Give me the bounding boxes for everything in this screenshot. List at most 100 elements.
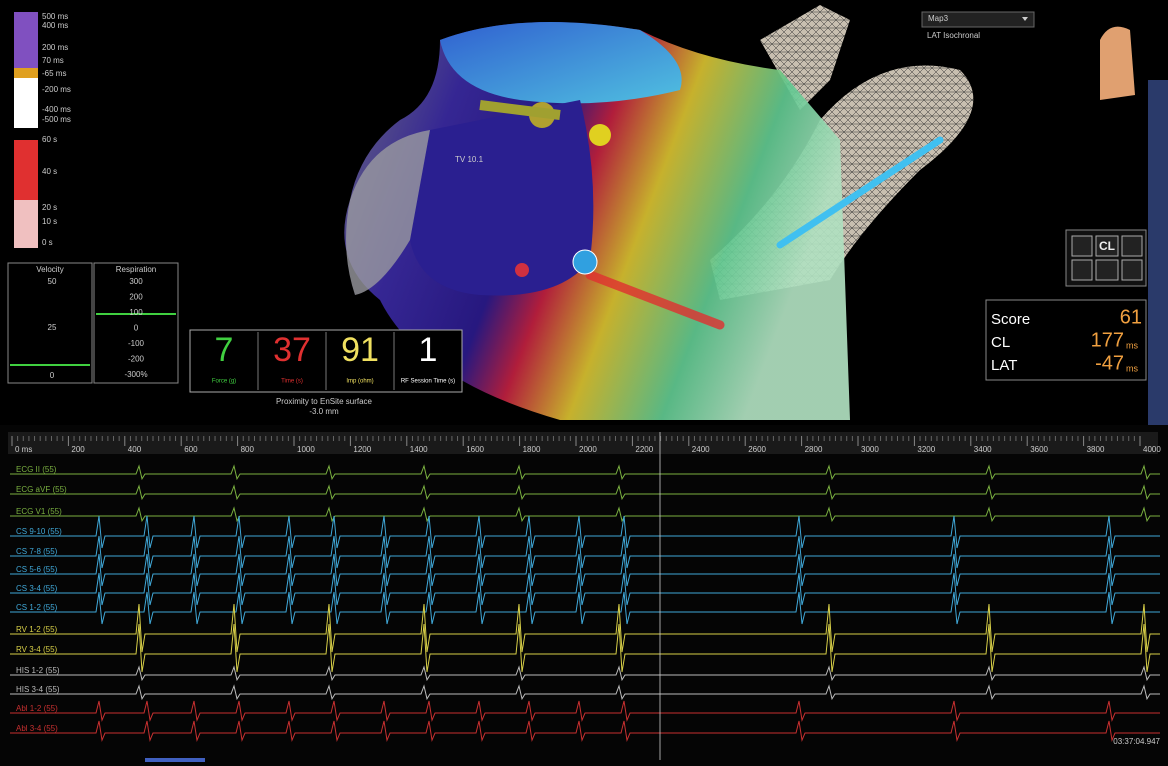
ruler-label: 3200 [917,445,935,454]
ruler-label: 400 [128,445,142,454]
ruler-label: 2000 [579,445,597,454]
sidebar [1148,80,1168,430]
panel-title: Respiration [116,265,156,274]
ruler-label: 0 ms [15,445,32,454]
time-scale-label: 10 s [42,217,57,226]
ruler-label: 2600 [748,445,766,454]
ruler-label: 3800 [1087,445,1105,454]
ruler-label: 3600 [1030,445,1048,454]
tool-button[interactable] [1122,260,1142,280]
channel-label: CS 5-6 (55) [16,565,58,574]
ruler-label: 3000 [861,445,879,454]
velocity-tick: 25 [48,323,57,332]
channel-label: CS 3-4 (55) [16,584,58,593]
marker [589,124,611,146]
tool-button[interactable] [1096,260,1118,280]
indicator-label: RF Session Time (s) [401,379,455,385]
channel-label: RV 3-4 (55) [16,645,58,654]
panel-title: Velocity [36,265,64,274]
orientation-figure[interactable] [1100,27,1135,100]
time-scale [14,140,38,200]
respiration-tick: 300 [129,277,143,286]
ruler-label: 1200 [353,445,371,454]
indicator-label: Imp (ohm) [346,379,373,385]
metric-name: Score [991,311,1030,328]
lat-scale-label: -200 ms [42,85,71,94]
ruler-label: 800 [241,445,255,454]
channel-label: CS 1-2 (55) [16,603,58,612]
respiration-tick: 200 [129,293,143,302]
lat-scale-label: -65 ms [42,69,66,78]
lat-scale-label: 200 ms [42,43,68,52]
map-mode: LAT Isochronal [927,31,980,40]
respiration-tick: 100 [129,308,143,317]
indicator-value: 1 [419,331,438,369]
respiration-tick: -200 [128,355,145,364]
lat-scale-label: -400 ms [42,105,71,114]
ruler-label: 2200 [635,445,653,454]
lat-scale-label: -500 ms [42,115,71,124]
metric-value: 61 [1120,306,1142,328]
time-scale-label: 20 s [42,203,57,212]
metric-value: -47 [1095,352,1124,374]
channel-label: RV 1-2 (55) [16,625,58,634]
ruler-label: 2800 [805,445,823,454]
channel-label: ECG V1 (55) [16,507,62,516]
ruler-label: 3400 [974,445,992,454]
channel-label: ECG II (55) [16,465,57,474]
tool-button[interactable] [1072,236,1092,256]
respiration-tick: 0 [134,324,139,333]
time-scale [14,200,38,248]
map-label: TV 10.1 [455,155,484,164]
channel-label: HIS 1-2 (55) [16,666,60,675]
lat-scale [14,68,38,78]
valve-region [410,100,593,296]
ruler-label: 200 [71,445,85,454]
ruler-label: 4000 [1143,445,1161,454]
respiration-tick: -300% [124,370,147,379]
channel-label: CS 9-10 (55) [16,527,62,536]
ruler-label: 1800 [523,445,541,454]
channel-label: Abl 3-4 (55) [16,724,58,733]
lat-scale [14,12,38,72]
metric-name: CL [991,334,1010,351]
indicator-label: Time (s) [281,379,303,385]
proximity-label: Proximity to EnSite surface [276,397,373,406]
channel-label: HIS 3-4 (55) [16,685,60,694]
catheter-tip [573,250,597,274]
ruler-label: 1600 [466,445,484,454]
metric-unit: ms [1126,363,1138,373]
time-scale-label: 40 s [42,167,57,176]
ruler-label: 600 [184,445,198,454]
channel-label: ECG aVF (55) [16,485,67,494]
lat-scale-label: 70 ms [42,56,64,65]
ruler-label: 1000 [297,445,315,454]
tool-button[interactable] [1072,260,1092,280]
velocity-tick: 50 [48,277,57,286]
velocity-tick: 0 [50,371,55,380]
lesion [515,263,529,277]
time-scale-label: 60 s [42,135,57,144]
time-scale-label: 0 s [42,238,53,247]
indicator-label: Force (g) [212,379,236,385]
indicator-value: 91 [341,331,379,369]
scroll-thumb[interactable] [145,758,205,762]
channel-label: Abl 1-2 (55) [16,704,58,713]
metric-name: LAT [991,357,1017,374]
screen: TV 10.1 Map3 LAT Isochronal CL Score 61 CL… [0,0,1168,766]
proximity-value: -3.0 mm [309,407,339,416]
timestamp: 03:37:04.947 [1113,737,1160,746]
map-selector: Map3 [928,14,949,23]
ruler-label: 2400 [692,445,710,454]
metric-unit: ms [1126,340,1138,350]
respiration-tick: -100 [128,339,145,348]
metric-value: 177 [1091,329,1124,351]
lat-scale-label: 500 ms [42,12,68,21]
ruler-label: 1400 [410,445,428,454]
tool-button[interactable] [1122,236,1142,256]
lat-scale-label: 400 ms [42,21,68,30]
indicator-value: 37 [273,331,311,369]
cl-button: CL [1099,239,1115,253]
indicator-value: 7 [215,331,234,369]
lat-scale [14,78,38,128]
